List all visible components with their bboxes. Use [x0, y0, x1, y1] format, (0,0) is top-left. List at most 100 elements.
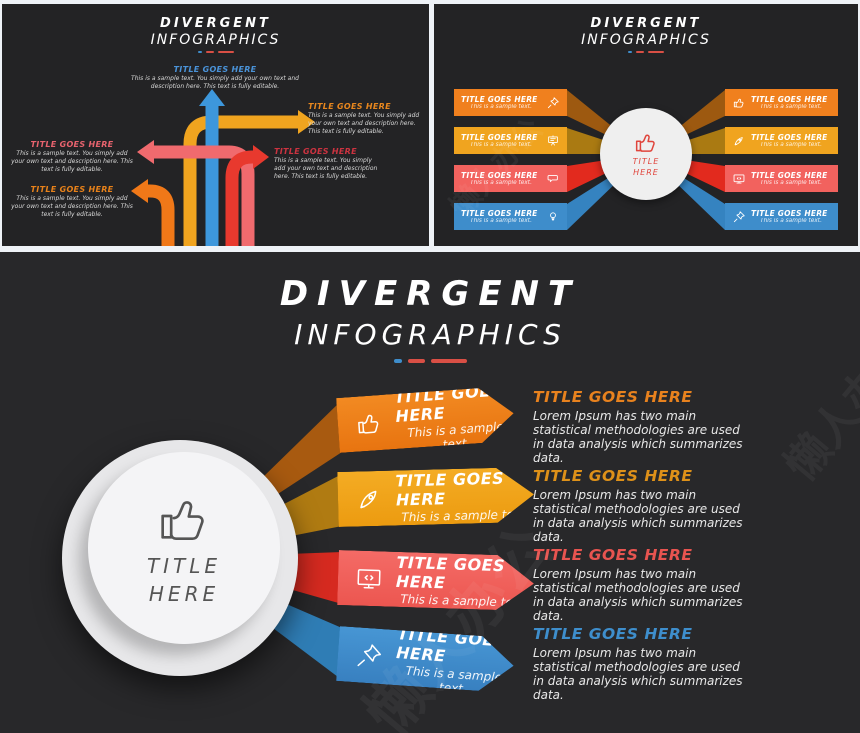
banner-left-1: TITLE GOES HERE This is a sample text.	[454, 89, 567, 116]
slide-header: DIVERGENT INFOGRAPHICS	[434, 16, 858, 53]
banner-right-1: TITLE GOES HERE This is a sample text.	[725, 89, 838, 116]
block-title: TITLE GOES HERE	[30, 185, 114, 194]
banner-left-3: TITLE GOES HERE This is a sample text.	[454, 165, 567, 192]
center-circle: TITLE HERE	[88, 452, 280, 644]
presentation-board-icon	[546, 134, 560, 148]
article-body: Lorem Ipsum has two main statistical met…	[533, 646, 743, 703]
slide-main[interactable]: DIVERGENT INFOGRAPHICS TITLE GOES HERE T…	[0, 252, 860, 733]
pushpin-icon	[546, 96, 560, 110]
center-title-line1: TITLE	[632, 157, 660, 167]
banner-subtitle: This is a sample text.	[760, 103, 822, 110]
article-body: Lorem Ipsum has two main statistical met…	[533, 488, 743, 545]
logo-dashes	[0, 359, 860, 363]
banner-title: TITLE GOES HERE	[751, 132, 828, 142]
center-circle-outer: TITLE HERE	[62, 440, 298, 676]
slide-arrows[interactable]: DIVERGENT INFOGRAPHICS	[2, 4, 429, 246]
logo-dashes	[434, 51, 858, 53]
banner-subtitle: This is a sample text.	[470, 141, 532, 148]
dash-red-long	[648, 51, 664, 53]
slide-header: DIVERGENT INFOGRAPHICS	[0, 274, 860, 363]
article-title: TITLE GOES HERE	[533, 467, 693, 485]
slide-header: DIVERGENT INFOGRAPHICS	[2, 16, 429, 53]
monitor-code-icon	[732, 172, 746, 186]
logo-title: DIVERGENT	[590, 16, 702, 31]
thumbs-up-icon	[152, 488, 216, 552]
banner-title: TITLE GOES HERE	[751, 94, 828, 104]
banner-title: TITLE GOES HERE	[461, 208, 538, 218]
banner-left-4: TITLE GOES HERE This is a sample text.	[454, 203, 567, 230]
article-3: TITLE GOES HERE Lorem Ipsum has two main…	[533, 546, 753, 624]
block-body: This is a sample text. You simply add yo…	[11, 150, 133, 173]
block-title: TITLE GOES HERE	[274, 147, 357, 156]
arrow-banner-1: TITLE GOES HERE This is a sample text.	[336, 386, 515, 453]
banner-title: TITLE GOES HERE	[461, 170, 538, 180]
arrow-banner-3: TITLE GOES HERE This is a sample text.	[337, 550, 535, 611]
text-block-left-lower: TITLE GOES HERE This is a sample text. Y…	[10, 185, 134, 218]
dash-red-short	[407, 359, 425, 363]
banner-title: TITLE GOES HERE	[461, 132, 538, 142]
logo-title: DIVERGENT	[160, 16, 271, 31]
banner-right-3: TITLE GOES HERE This is a sample text.	[725, 165, 838, 192]
banner-subtitle: This is a sample text.	[470, 103, 532, 110]
article-title: TITLE GOES HERE	[533, 625, 693, 643]
article-2: TITLE GOES HERE Lorem Ipsum has two main…	[533, 467, 753, 545]
dash-blue	[393, 359, 402, 363]
banner-subtitle: This is a sample text.	[760, 179, 822, 186]
dash-red-short	[636, 51, 644, 53]
dash-blue	[628, 51, 632, 53]
block-body: This is a sample text. You simply add yo…	[308, 112, 420, 135]
article-4: TITLE GOES HERE Lorem Ipsum has two main…	[533, 625, 753, 703]
block-body: This is a sample text. You simply add yo…	[274, 157, 378, 180]
rocket-icon	[354, 483, 385, 514]
logo-subtitle: INFOGRAPHICS	[294, 318, 566, 351]
center-title-line2: HERE	[148, 582, 220, 606]
thumbs-up-icon	[732, 96, 746, 110]
article-1: TITLE GOES HERE Lorem Ipsum has two main…	[533, 388, 753, 466]
dash-blue	[197, 51, 202, 53]
block-body: This is a sample text. You simply add yo…	[11, 195, 133, 218]
dash-red-long	[430, 359, 467, 363]
block-title: TITLE GOES HERE	[30, 140, 114, 149]
text-block-right-middle: TITLE GOES HERE This is a sample text. Y…	[274, 147, 378, 180]
logo-dashes	[2, 51, 429, 53]
banner-left-2: TITLE GOES HERE This is a sample text.	[454, 127, 567, 154]
banner-right-2: TITLE GOES HERE This is a sample text.	[725, 127, 838, 154]
divergent-arrows-graphic	[131, 89, 315, 246]
center-title-line1: TITLE	[146, 554, 222, 578]
article-body: Lorem Ipsum has two main statistical met…	[533, 567, 743, 624]
article-title: TITLE GOES HERE	[533, 388, 693, 406]
banner-title: TITLE GOES HERE	[461, 94, 538, 104]
banner-subtitle: This is a sample text.	[470, 217, 532, 224]
logo-subtitle: INFOGRAPHICS	[581, 32, 711, 48]
block-body: This is a sample text. You simply add yo…	[131, 75, 299, 90]
center-circle: TITLE HERE	[600, 108, 692, 200]
monitor-code-icon	[354, 563, 385, 594]
text-block-right-upper: TITLE GOES HERE This is a sample text. Y…	[308, 102, 420, 135]
thumbs-up-icon	[632, 129, 660, 157]
center-title-line2: HERE	[633, 168, 659, 177]
banner-right-4: TITLE GOES HERE This is a sample text.	[725, 203, 838, 230]
banner-subtitle: This is a sample text.	[470, 179, 532, 186]
banner-subtitle: This is a sample text.	[760, 141, 822, 148]
dash-red-short	[205, 51, 214, 53]
text-block-top: TITLE GOES HERE This is a sample text. Y…	[115, 65, 315, 91]
arrow-banner-4: TITLE GOES HERE This is a sample text.	[336, 626, 515, 693]
block-title: TITLE GOES HERE	[308, 102, 391, 111]
thumbs-up-icon	[353, 407, 385, 439]
article-title: TITLE GOES HERE	[533, 546, 693, 564]
logo-subtitle: INFOGRAPHICS	[150, 32, 281, 48]
rocket-icon	[732, 134, 746, 148]
banner-title: TITLE GOES HERE	[751, 170, 828, 180]
article-body: Lorem Ipsum has two main statistical met…	[533, 409, 743, 466]
arrow-banner-2: TITLE GOES HERE This is a sample text.	[337, 467, 534, 527]
speech-bubble-icon	[546, 172, 560, 186]
text-block-left-middle: TITLE GOES HERE This is a sample text. Y…	[10, 140, 134, 173]
banner-title: TITLE GOES HERE	[751, 208, 828, 218]
banner-subtitle: This is a sample text.	[760, 217, 822, 224]
dash-red-long	[217, 51, 234, 53]
slide-banners[interactable]: DIVERGENT INFOGRAPHICS TITLE GOES HERE T…	[434, 4, 858, 246]
pushpin-icon	[353, 640, 385, 672]
logo-title: DIVERGENT	[279, 274, 581, 314]
block-title: TITLE GOES HERE	[173, 65, 257, 74]
